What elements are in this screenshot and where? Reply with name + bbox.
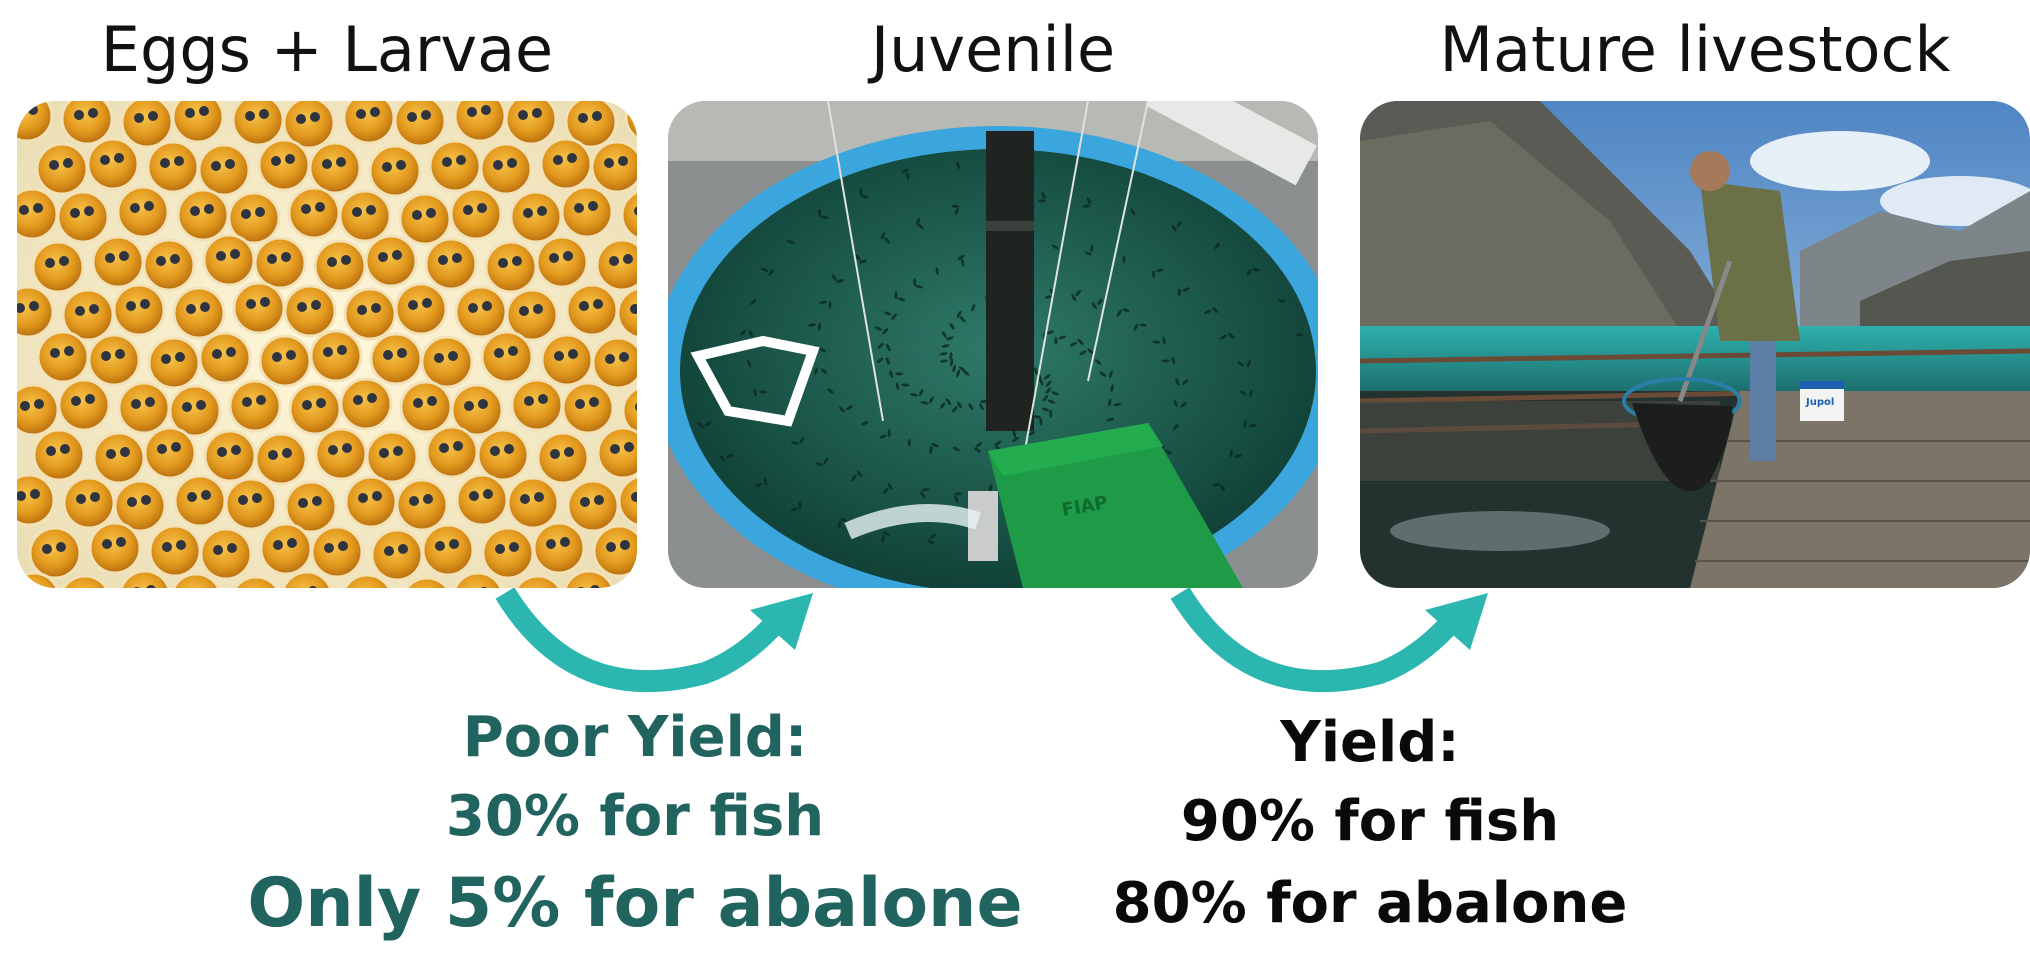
stage-title-mature-livestock: Mature livestock: [1439, 13, 1951, 86]
fish-yield-line: 30% for fish: [445, 784, 825, 849]
poor-yield-heading: Poor Yield:: [462, 705, 808, 770]
transition-arrow-1: [495, 588, 813, 693]
juvenile-tank-photo: FIAP: [668, 101, 1318, 588]
yield-block-eggs-to-juvenile: Poor Yield: 30% for fish Only 5% for aba…: [240, 700, 1030, 950]
abalone-yield-line: 80% for abalone: [1112, 871, 1628, 936]
yield-heading: Yield:: [1280, 710, 1460, 775]
yield-block-juvenile-to-mature: Yield: 90% for fish 80% for abalone: [1050, 705, 1690, 945]
tank-image: FIAP: [668, 101, 1318, 588]
eggs-image: [17, 101, 637, 588]
mature-livestock-photo: Jupol: [1360, 101, 2030, 588]
abalone-yield-line: Only 5% for abalone: [247, 864, 1023, 943]
bucket-brand-label: Jupol: [1805, 397, 1834, 408]
transition-arrow-2: [1170, 588, 1488, 693]
eggs-larvae-photo: [17, 101, 637, 588]
stage-title-juvenile: Juvenile: [870, 13, 1116, 86]
fish-yield-line: 90% for fish: [1180, 789, 1560, 854]
stage-title-eggs-larvae: Eggs + Larvae: [100, 13, 554, 86]
fish-farm-image: Jupol: [1360, 101, 2030, 588]
